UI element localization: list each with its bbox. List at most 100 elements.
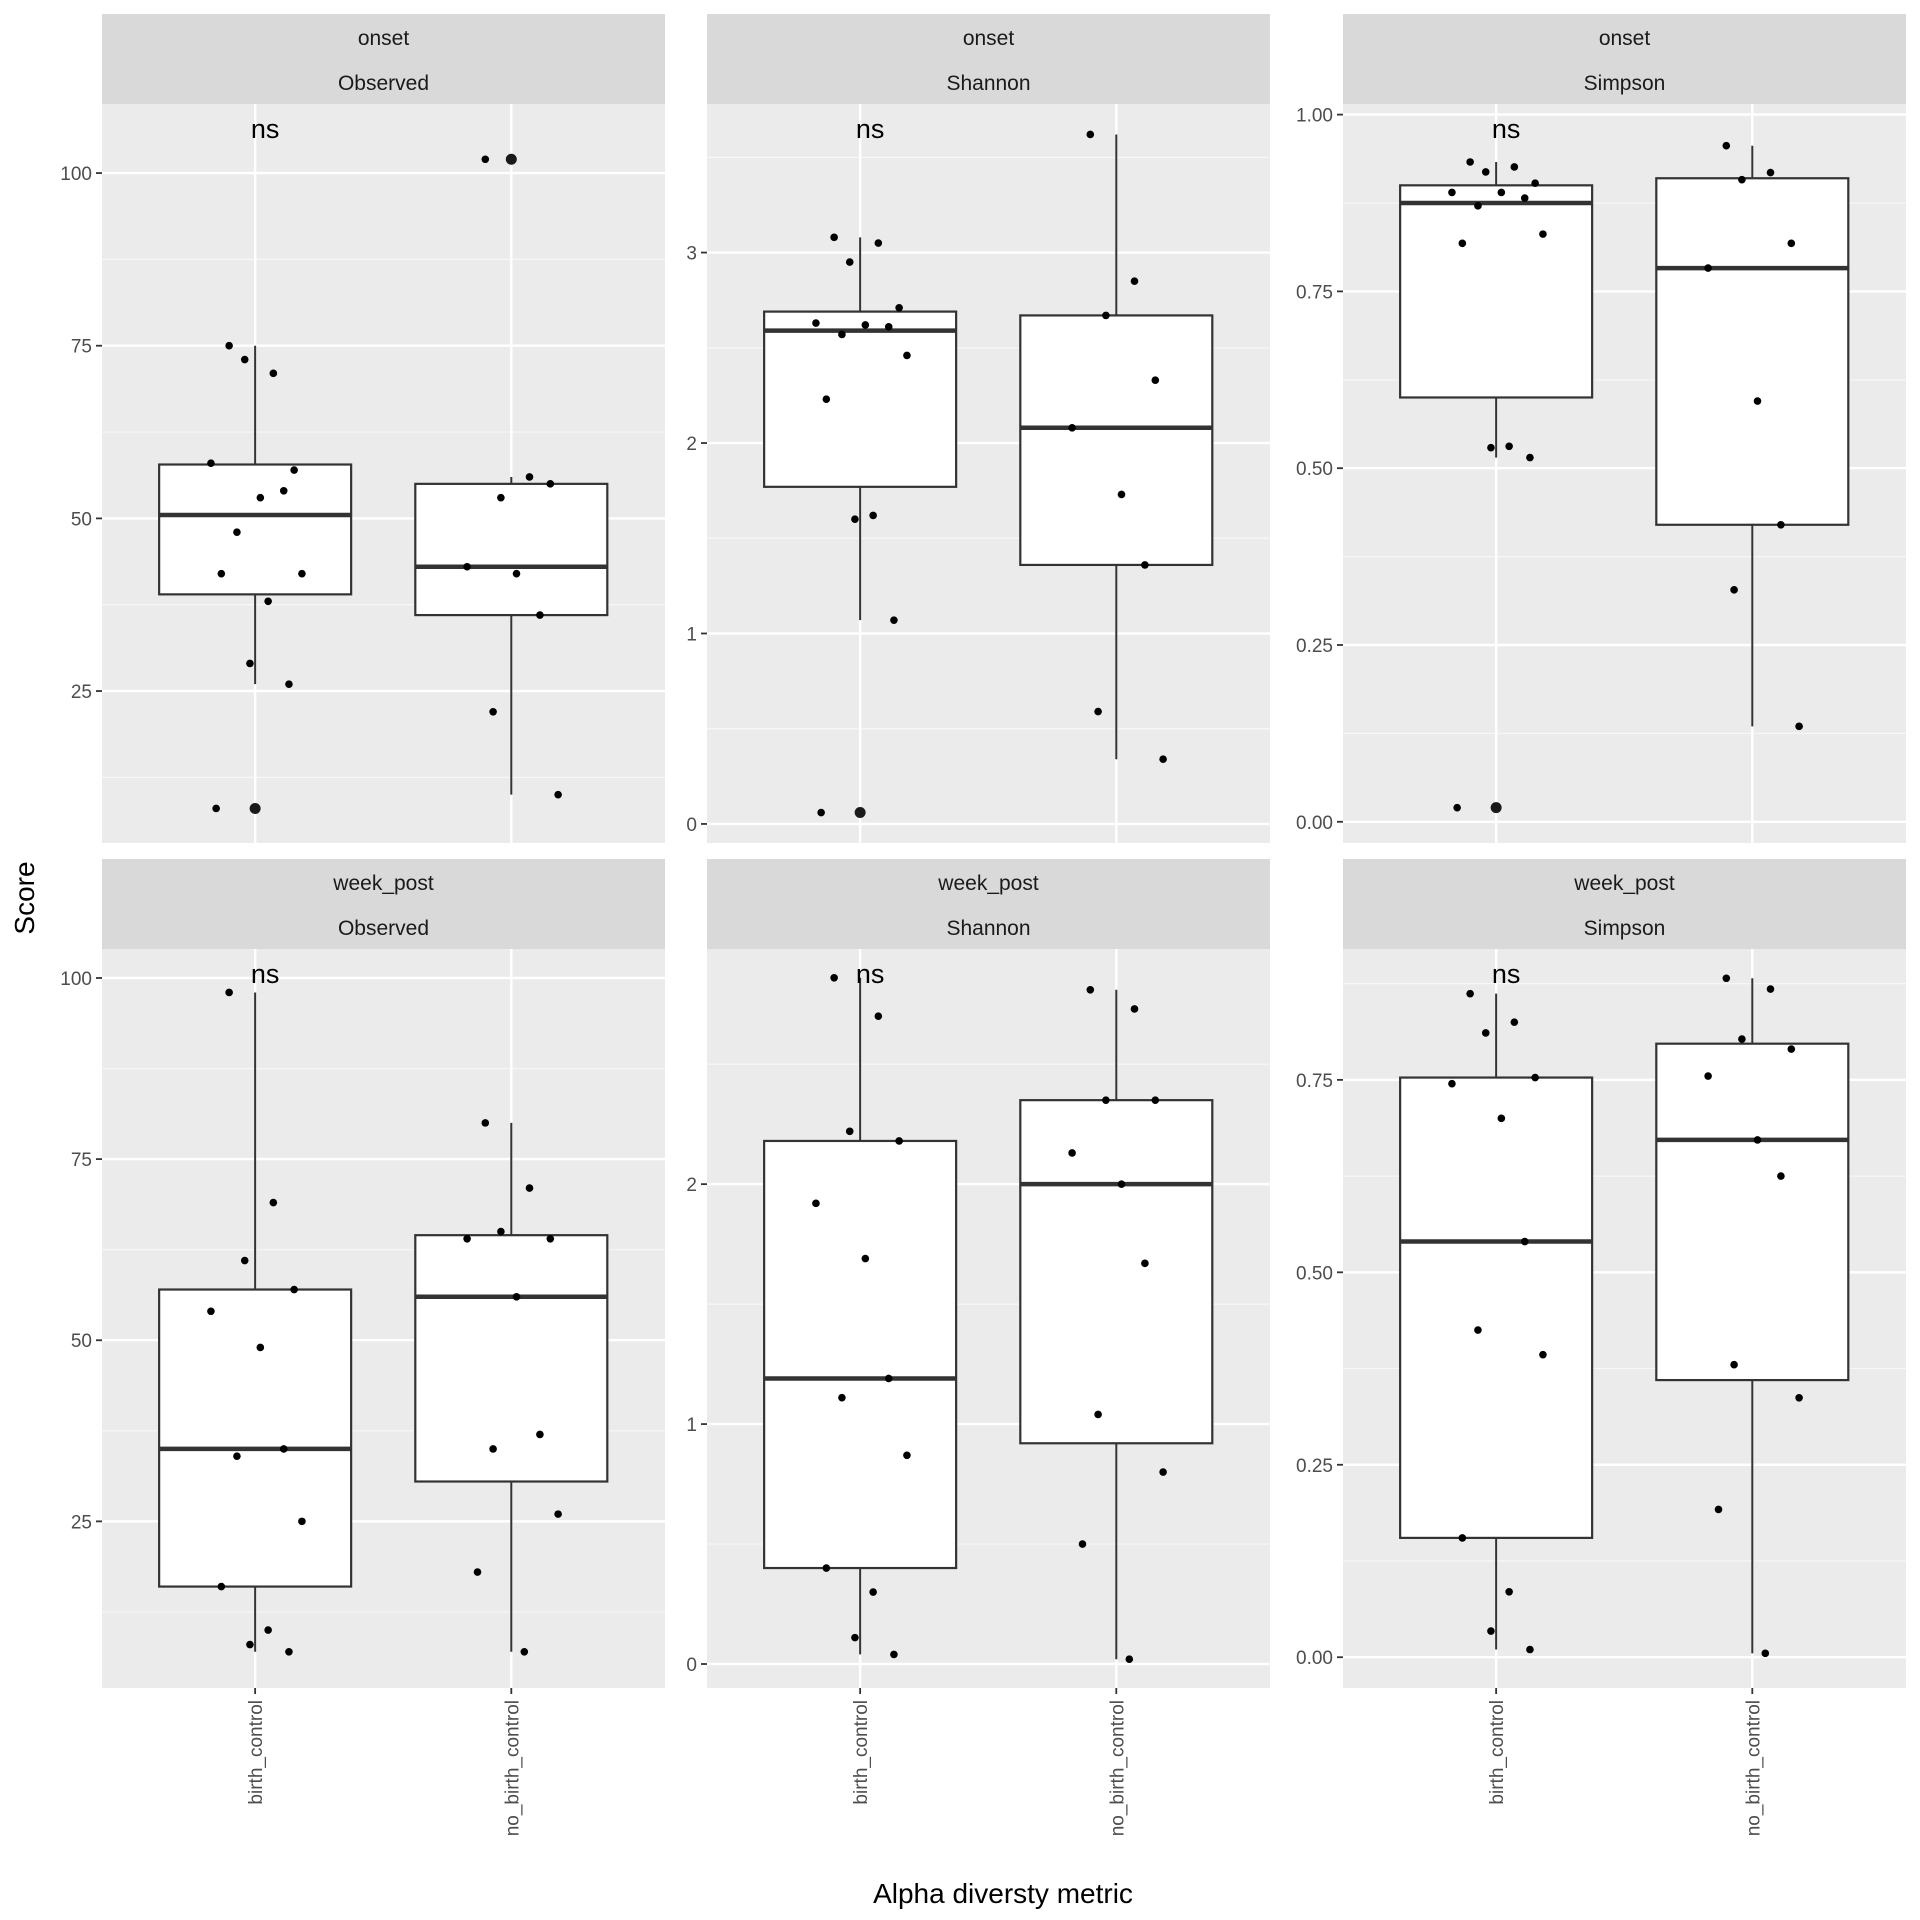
facet-strip xyxy=(707,14,1270,104)
data-point xyxy=(1777,520,1785,529)
data-point xyxy=(233,528,241,537)
data-point xyxy=(1531,1073,1539,1082)
data-point xyxy=(1141,1259,1149,1268)
data-point xyxy=(1505,1587,1513,1596)
facet-panel: week_post Simpson 0.00 0.25 0.50 0.75 ns birth_… xyxy=(1296,859,1906,1836)
data-point xyxy=(225,988,233,997)
y-tick-label: 0.25 xyxy=(1296,1456,1333,1477)
data-point xyxy=(1520,1237,1529,1246)
boxplot-no_birth_control xyxy=(1019,134,1214,760)
data-point xyxy=(817,808,825,817)
box-iqr xyxy=(414,1234,609,1483)
data-point xyxy=(1117,1180,1126,1188)
data-point xyxy=(279,486,288,495)
facet-strip-time-label: week_post xyxy=(937,872,1039,895)
data-point xyxy=(298,569,306,578)
outlier-point xyxy=(1490,802,1502,814)
data-point xyxy=(874,1012,883,1020)
data-point xyxy=(512,1292,521,1301)
data-point xyxy=(269,369,278,378)
data-point xyxy=(1130,1005,1139,1013)
data-point xyxy=(830,973,838,982)
box-iqr xyxy=(414,482,609,617)
data-point xyxy=(1151,376,1160,384)
data-point xyxy=(1753,1136,1762,1144)
facet-strip-time-label: week_post xyxy=(332,872,434,895)
facet-strip-time-label: onset xyxy=(1599,27,1651,50)
data-point xyxy=(290,466,298,474)
data-point xyxy=(1487,443,1495,452)
data-point xyxy=(812,1199,820,1208)
boxplot-birth_control xyxy=(763,977,958,1655)
data-point xyxy=(1141,561,1149,569)
data-point xyxy=(845,1127,854,1136)
x-tick-label: no_birth_control xyxy=(1743,1700,1764,1836)
data-point xyxy=(512,569,521,578)
boxplot-no_birth_control xyxy=(1019,989,1214,1660)
data-point xyxy=(869,1588,877,1596)
data-point xyxy=(1761,1649,1770,1658)
data-point xyxy=(1526,453,1534,462)
data-point xyxy=(1102,1096,1110,1104)
data-point xyxy=(240,1256,249,1265)
data-point xyxy=(1481,1029,1490,1037)
data-point xyxy=(481,1119,490,1127)
y-tick-label: 1.00 xyxy=(1296,106,1333,127)
y-tick-label: 0.50 xyxy=(1296,459,1333,480)
data-point xyxy=(838,1393,846,1402)
data-point xyxy=(497,1227,505,1236)
facet-strip-time-label: onset xyxy=(963,27,1015,50)
y-tick-label: 1 xyxy=(686,1415,697,1436)
data-point xyxy=(1094,1410,1102,1419)
data-point xyxy=(1474,1326,1482,1334)
data-point xyxy=(1738,1035,1746,1043)
data-point xyxy=(489,1445,497,1453)
data-point xyxy=(1094,707,1102,716)
data-point xyxy=(1086,985,1095,994)
facet-strip-metric-label: Observed xyxy=(338,917,429,940)
significance-label: ns xyxy=(251,114,280,144)
data-point xyxy=(1704,1072,1712,1080)
y-tick-label: 75 xyxy=(71,337,92,358)
facet-strip-time-label: onset xyxy=(358,27,410,50)
data-point xyxy=(1539,230,1547,238)
data-point xyxy=(851,1633,859,1642)
box-iqr xyxy=(1399,1076,1594,1539)
significance-label: ns xyxy=(1492,959,1521,989)
data-point xyxy=(217,1582,226,1591)
y-tick-label: 1 xyxy=(686,624,697,645)
data-point xyxy=(845,258,854,266)
data-point xyxy=(290,1285,298,1294)
y-tick-label: 2 xyxy=(686,1175,697,1196)
data-point xyxy=(1510,1018,1519,1026)
data-point xyxy=(1510,163,1519,171)
box-iqr xyxy=(1655,177,1850,526)
box-iqr xyxy=(1655,1042,1850,1382)
facet-panel: week_post Shannon 0 1 2 ns birth_control no_bir… xyxy=(686,859,1270,1836)
data-point xyxy=(1766,985,1775,993)
data-point xyxy=(1787,1045,1796,1053)
facet-strip xyxy=(102,859,665,949)
data-point xyxy=(1531,179,1539,188)
data-point xyxy=(1730,1360,1738,1369)
y-tick-label: 0 xyxy=(686,815,697,836)
y-tick-label: 0.25 xyxy=(1296,636,1333,657)
data-point xyxy=(1458,1534,1467,1542)
y-tick-label: 0.75 xyxy=(1296,282,1333,303)
data-point xyxy=(269,1198,278,1207)
data-point xyxy=(217,569,226,578)
data-point xyxy=(1738,175,1746,184)
data-point xyxy=(1117,490,1126,499)
boxplot-birth_control xyxy=(1399,161,1594,814)
facet-strip xyxy=(102,14,665,104)
significance-label: ns xyxy=(251,959,280,989)
boxplot-birth_control xyxy=(1399,993,1594,1650)
facet-strip xyxy=(1343,14,1906,104)
box-iqr xyxy=(1019,1099,1214,1445)
significance-label: ns xyxy=(856,114,885,144)
data-point xyxy=(895,1137,903,1145)
data-point xyxy=(838,330,846,339)
y-tick-label: 25 xyxy=(71,682,92,703)
data-point xyxy=(463,1235,471,1243)
y-tick-label: 0.50 xyxy=(1296,1263,1333,1284)
